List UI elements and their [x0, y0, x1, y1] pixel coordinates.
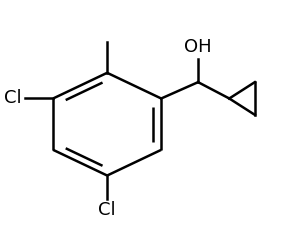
- Text: OH: OH: [184, 38, 212, 56]
- Text: Cl: Cl: [98, 201, 116, 219]
- Text: Cl: Cl: [4, 89, 22, 108]
